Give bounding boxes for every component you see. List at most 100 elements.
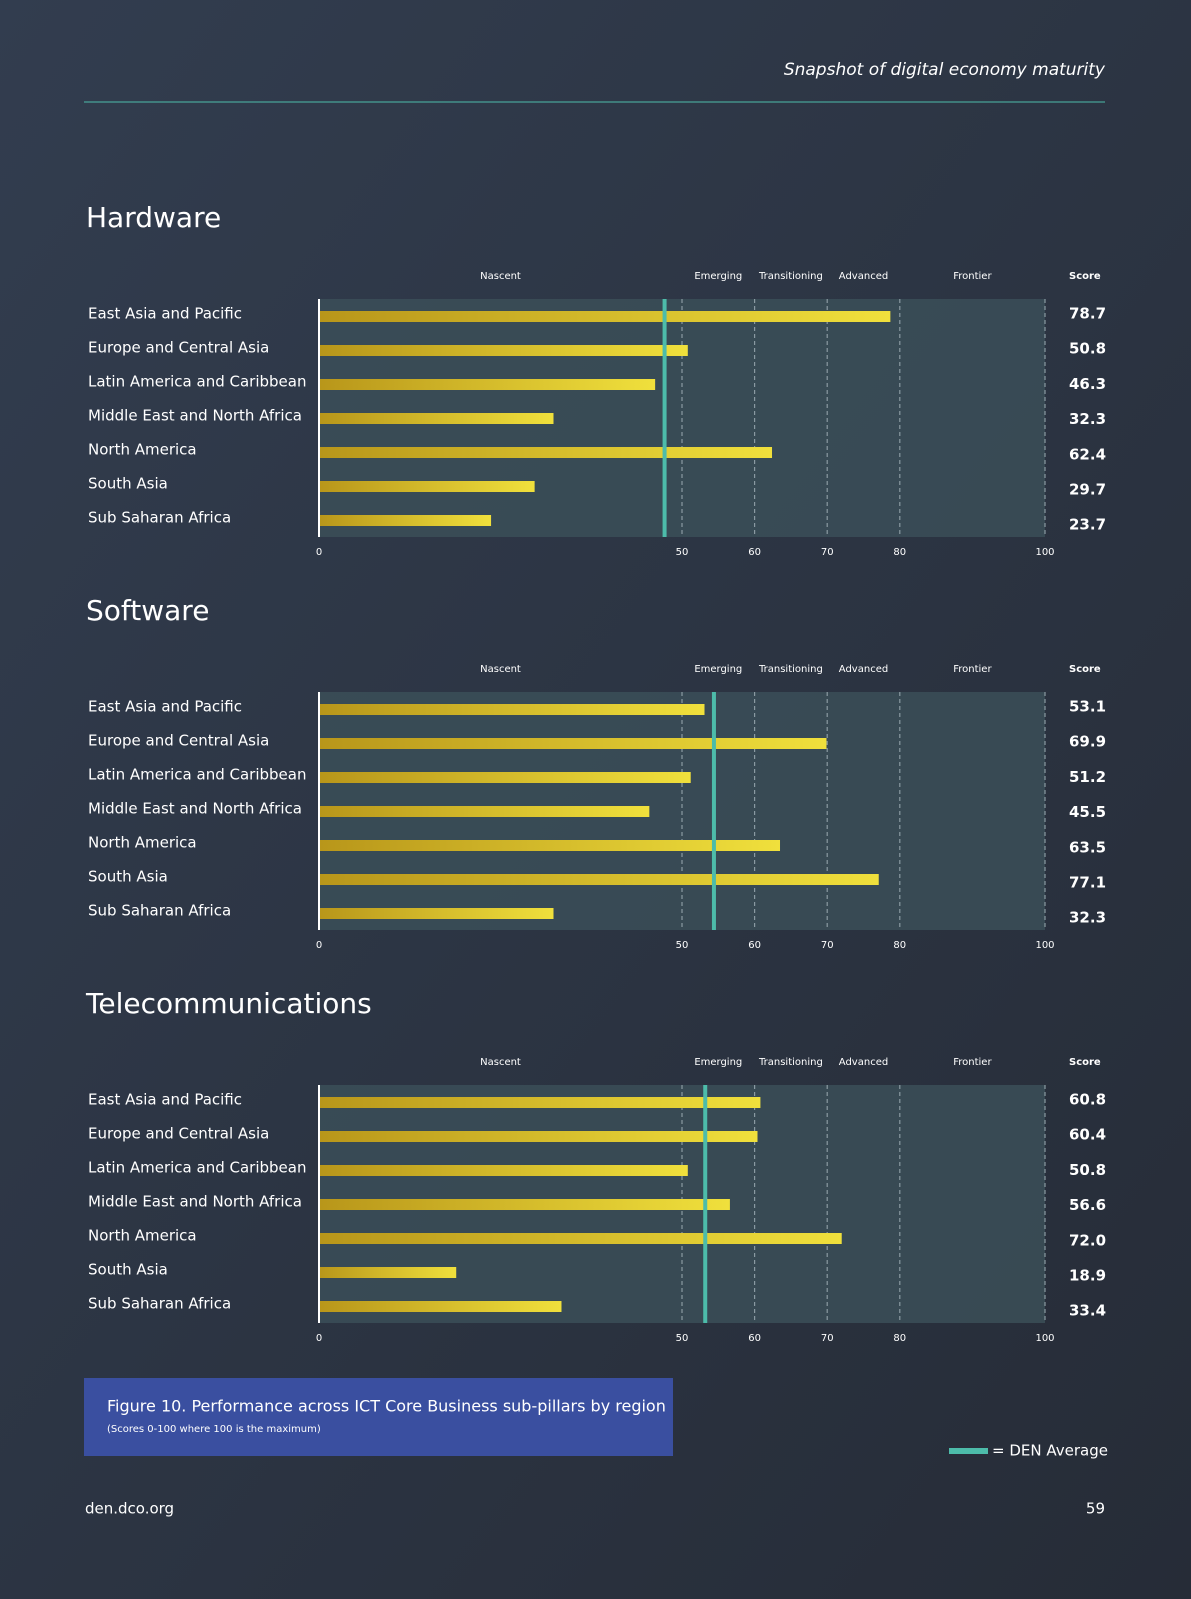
- category-label: Latin America and Caribbean: [88, 766, 306, 784]
- caption-title: Figure 10. Performance across ICT Core B…: [107, 1397, 666, 1416]
- category-label: Middle East and North Africa: [88, 1193, 302, 1211]
- category-label: North America: [88, 834, 197, 852]
- bar: [319, 345, 688, 356]
- value-label: 56.6: [1069, 1196, 1106, 1214]
- footer-url: den.dco.org: [85, 1500, 174, 1518]
- x-tick-label: 60: [748, 547, 761, 558]
- x-tick-label: 60: [748, 940, 761, 951]
- stage-label: Emerging: [694, 1057, 742, 1068]
- category-label: South Asia: [88, 1261, 168, 1279]
- bar: [319, 1165, 688, 1176]
- category-label: Middle East and North Africa: [88, 407, 302, 425]
- value-label: 33.4: [1069, 1302, 1106, 1320]
- bar: [319, 1097, 761, 1108]
- x-tick-label: 100: [1035, 547, 1054, 558]
- stage-label: Advanced: [839, 1057, 888, 1068]
- bar: [319, 413, 554, 424]
- category-label: East Asia and Pacific: [88, 698, 242, 716]
- x-tick-label: 70: [821, 1333, 834, 1344]
- score-header: Score: [1069, 1057, 1101, 1068]
- category-label: Latin America and Caribbean: [88, 373, 306, 391]
- x-tick-label: 70: [821, 547, 834, 558]
- bar: [319, 1233, 842, 1244]
- caption-subtitle: (Scores 0-100 where 100 is the maximum): [107, 1424, 321, 1435]
- bar: [319, 447, 773, 458]
- chart-title: Hardware: [86, 201, 221, 234]
- stage-label: Emerging: [694, 271, 742, 282]
- bar: [319, 311, 891, 322]
- stage-label: Transitioning: [758, 1057, 823, 1068]
- value-label: 23.7: [1069, 516, 1106, 534]
- value-label: 69.9: [1069, 733, 1106, 751]
- bar: [319, 1199, 730, 1210]
- stage-label: Nascent: [480, 1057, 521, 1068]
- bar: [319, 1131, 758, 1142]
- x-tick-label: 80: [893, 1333, 906, 1344]
- bar: [319, 704, 705, 715]
- value-label: 78.7: [1069, 305, 1106, 323]
- value-label: 50.8: [1069, 1161, 1106, 1179]
- stage-label: Frontier: [953, 664, 992, 675]
- value-label: 18.9: [1069, 1267, 1106, 1285]
- stage-label: Advanced: [839, 664, 888, 675]
- x-tick-label: 0: [316, 547, 322, 558]
- x-tick-label: 50: [676, 1333, 689, 1344]
- score-header: Score: [1069, 271, 1101, 282]
- x-tick-label: 50: [676, 547, 689, 558]
- bar: [319, 874, 879, 885]
- bar: [319, 481, 535, 492]
- value-label: 46.3: [1069, 375, 1106, 393]
- value-label: 51.2: [1069, 768, 1106, 786]
- x-tick-label: 50: [676, 940, 689, 951]
- x-tick-label: 100: [1035, 1333, 1054, 1344]
- bar: [319, 1301, 562, 1312]
- bar: [319, 738, 827, 749]
- category-label: Europe and Central Asia: [88, 732, 269, 750]
- value-label: 60.4: [1069, 1126, 1106, 1144]
- chart-title: Telecommunications: [85, 987, 372, 1020]
- value-label: 72.0: [1069, 1231, 1106, 1249]
- stage-label: Emerging: [694, 664, 742, 675]
- value-label: 32.3: [1069, 909, 1106, 927]
- bar: [319, 908, 554, 919]
- category-label: Sub Saharan Africa: [88, 1295, 231, 1313]
- chart-title: Software: [86, 594, 209, 627]
- stage-label: Advanced: [839, 271, 888, 282]
- caption-box: [84, 1378, 673, 1456]
- bar: [319, 1267, 457, 1278]
- bar: [319, 515, 492, 526]
- category-label: Europe and Central Asia: [88, 1125, 269, 1143]
- legend-label: = DEN Average: [992, 1442, 1108, 1460]
- bar: [319, 806, 650, 817]
- value-label: 62.4: [1069, 445, 1106, 463]
- category-label: North America: [88, 441, 197, 459]
- stage-label: Transitioning: [758, 271, 823, 282]
- category-label: Sub Saharan Africa: [88, 902, 231, 920]
- page-number: 59: [1086, 1500, 1105, 1518]
- value-label: 53.1: [1069, 698, 1106, 716]
- bar: [319, 840, 781, 851]
- category-label: Middle East and North Africa: [88, 800, 302, 818]
- header-title: Snapshot of digital economy maturity: [784, 60, 1106, 80]
- x-tick-label: 60: [748, 1333, 761, 1344]
- x-tick-label: 0: [316, 940, 322, 951]
- category-label: East Asia and Pacific: [88, 305, 242, 323]
- value-label: 50.8: [1069, 340, 1106, 358]
- category-label: South Asia: [88, 868, 168, 886]
- value-label: 32.3: [1069, 410, 1106, 428]
- value-label: 63.5: [1069, 838, 1106, 856]
- stage-label: Nascent: [480, 664, 521, 675]
- x-tick-label: 80: [893, 547, 906, 558]
- bar: [319, 379, 656, 390]
- category-label: North America: [88, 1227, 197, 1245]
- stage-label: Nascent: [480, 271, 521, 282]
- x-tick-label: 70: [821, 940, 834, 951]
- category-label: South Asia: [88, 475, 168, 493]
- stage-label: Frontier: [953, 271, 992, 282]
- value-label: 60.8: [1069, 1091, 1106, 1109]
- x-tick-label: 80: [893, 940, 906, 951]
- bar: [319, 772, 691, 783]
- value-label: 45.5: [1069, 803, 1106, 821]
- stage-label: Transitioning: [758, 664, 823, 675]
